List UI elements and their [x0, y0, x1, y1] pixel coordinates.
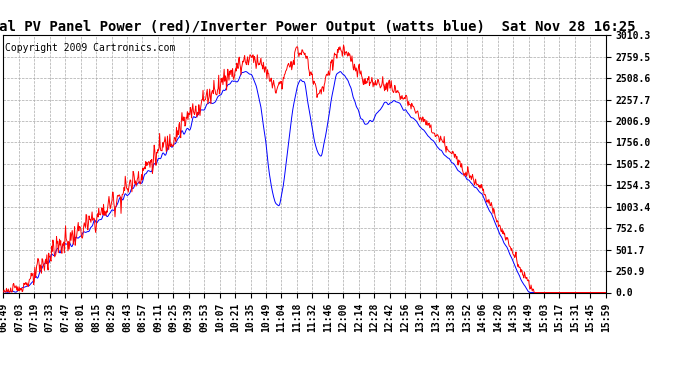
Text: Copyright 2009 Cartronics.com: Copyright 2009 Cartronics.com — [5, 43, 175, 53]
Title: Total PV Panel Power (red)/Inverter Power Output (watts blue)  Sat Nov 28 16:25: Total PV Panel Power (red)/Inverter Powe… — [0, 20, 635, 34]
